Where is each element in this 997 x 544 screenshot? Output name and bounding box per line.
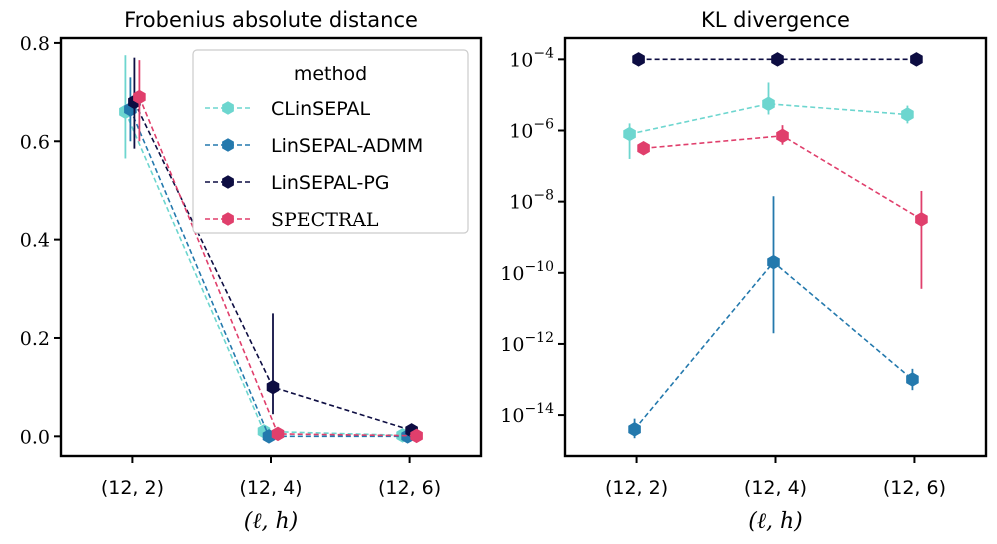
kl-point-linsepal-pg — [771, 52, 784, 67]
kl-x-tick-label: (12, 2) — [605, 477, 668, 499]
kl-point-spectral — [637, 141, 650, 156]
legend-label-linsepal-admm: LinSEPAL-ADMM — [271, 135, 423, 157]
legend-box — [192, 49, 469, 234]
kl-point-clinsepal — [623, 126, 636, 142]
kl-line-clinsepal — [629, 102, 908, 135]
kl-series-spectral — [637, 125, 928, 289]
frobenius-x-ticks: (12, 2) (12, 4) (12, 6) — [101, 456, 441, 499]
frobenius-y-tick-label: 0.4 — [20, 230, 50, 252]
frobenius-series-spectral — [133, 60, 423, 444]
legend-items: CLinSEPAL LinSEPAL-ADMM LinSEPAL-PG SPECTRA… — [205, 98, 423, 231]
frobenius-title: Frobenius absolute distance — [124, 8, 418, 32]
legend: method CLinSEPAL LinSEPAL-ADMM LinSEPAL-PG… — [192, 49, 469, 234]
legend-marker-linsepal-pg — [222, 175, 234, 189]
kl-plot — [623, 52, 928, 439]
kl-x-ticks: (12, 2) (12, 4) (12, 6) — [605, 456, 946, 499]
kl-x-tick-label: (12, 4) — [744, 477, 807, 499]
kl-axes-frame — [563, 36, 988, 458]
kl-x-label: (ℓ, h) — [748, 509, 802, 534]
frobenius-point-spectral — [133, 89, 146, 105]
frobenius-y-ticks: 0.0 0.2 0.4 0.6 0.8 — [20, 33, 61, 448]
frobenius-y-tick-label: 0.0 — [20, 426, 50, 448]
frobenius-plot — [119, 55, 423, 444]
kl-y-ticks: 10−4 10−6 10−8 10−10 10−12 10−14 — [500, 45, 565, 427]
frobenius-x-label: (ℓ, h) — [244, 509, 298, 534]
kl-line-spectral — [643, 134, 922, 221]
kl-y-tick-label: 10−8 — [509, 188, 554, 214]
kl-point-linsepal-admm — [767, 254, 780, 270]
frobenius-y-tick-label: 0.6 — [20, 131, 50, 153]
frobenius-panel: Frobenius absolute distance 0.0 0.2 0.4 0.6… — [20, 8, 483, 534]
legend-label-linsepal-pg: LinSEPAL-PG — [271, 172, 390, 194]
kl-series-linsepal-admm — [628, 196, 919, 439]
legend-marker-clinsepal — [222, 101, 234, 115]
frobenius-point-linsepal-pg — [266, 379, 280, 395]
kl-point-spectral — [915, 212, 928, 227]
kl-title: KL divergence — [701, 8, 850, 32]
frobenius-y-tick-label: 0.2 — [20, 328, 50, 350]
frobenius-y-tick-label: 0.8 — [20, 33, 50, 55]
legend-label-spectral: SPECTRAL — [271, 209, 379, 231]
frobenius-point-spectral — [271, 426, 285, 442]
kl-series-linsepal-pg — [632, 52, 923, 67]
legend-item-linsepal-admm: LinSEPAL-ADMM — [205, 135, 423, 157]
kl-point-linsepal-admm — [628, 422, 641, 437]
legend-title: method — [294, 63, 367, 85]
kl-point-clinsepal — [901, 107, 914, 122]
legend-marker-linsepal-admm — [222, 138, 234, 152]
legend-item-spectral: SPECTRAL — [205, 209, 379, 231]
kl-y-tick-label: 10−10 — [500, 259, 554, 285]
legend-label-clinsepal: CLinSEPAL — [271, 98, 370, 120]
kl-y-tick-label: 10−12 — [500, 330, 554, 356]
frobenius-point-spectral — [410, 428, 423, 444]
kl-series-clinsepal — [623, 82, 914, 159]
legend-marker-spectral — [222, 212, 234, 226]
legend-item-linsepal-pg: LinSEPAL-PG — [205, 172, 390, 194]
frobenius-x-tick-label: (12, 2) — [101, 477, 164, 499]
kl-y-tick-label: 10−6 — [509, 116, 554, 142]
kl-y-tick-label: 10−4 — [509, 45, 554, 71]
kl-panel: KL divergence 10−4 10−6 10−8 10−10 10−12 10−1… — [500, 8, 988, 534]
kl-x-tick-label: (12, 6) — [883, 477, 946, 499]
kl-point-linsepal-pg — [910, 52, 923, 67]
kl-point-clinsepal — [762, 96, 775, 112]
kl-point-spectral — [776, 128, 789, 144]
frobenius-x-tick-label: (12, 6) — [378, 477, 441, 499]
kl-y-tick-label: 10−14 — [500, 401, 554, 427]
frobenius-series-linsepal-admm — [124, 77, 414, 444]
frobenius-x-tick-label: (12, 4) — [239, 477, 302, 499]
kl-point-linsepal-admm — [906, 372, 919, 387]
legend-item-clinsepal: CLinSEPAL — [205, 98, 370, 120]
kl-point-linsepal-pg — [632, 52, 645, 67]
